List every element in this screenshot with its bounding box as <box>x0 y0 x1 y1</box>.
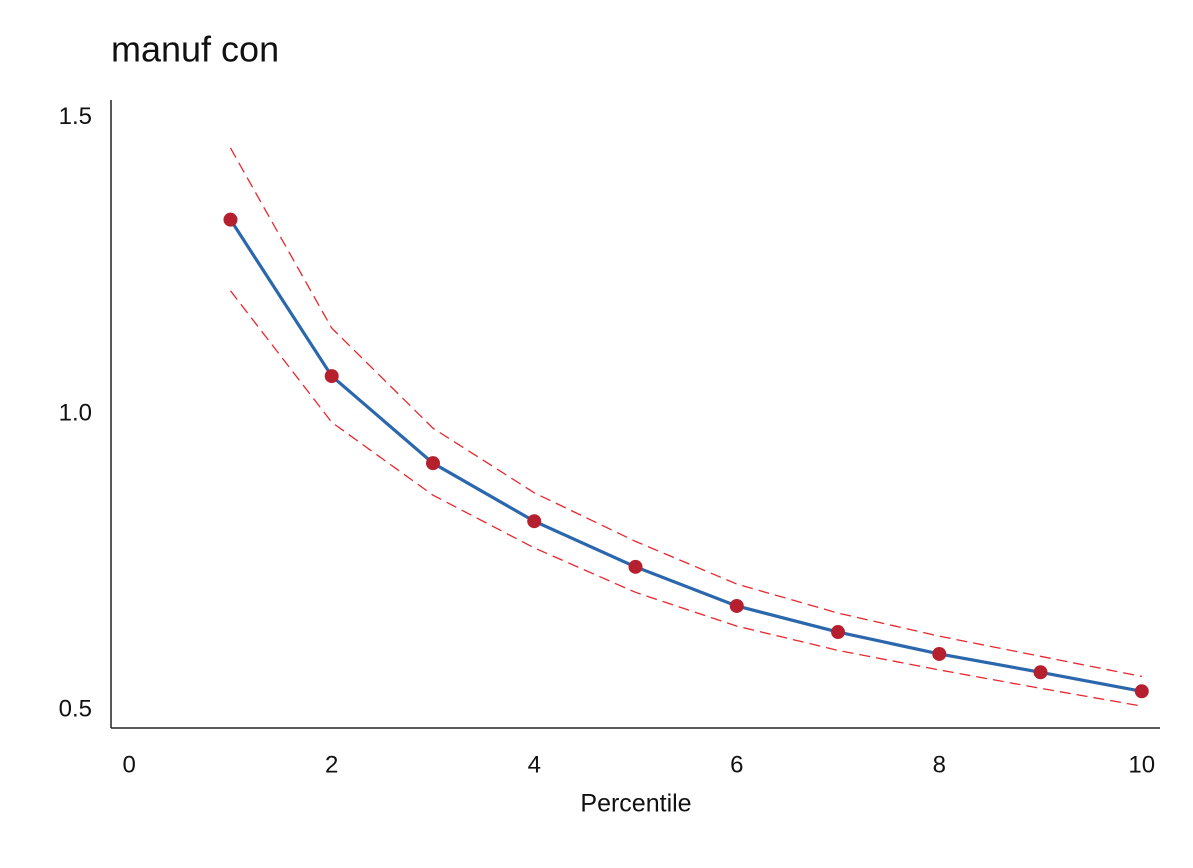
series-line <box>229 218 1143 693</box>
x-tick-label: 8 <box>933 751 946 778</box>
y-tick-label: 1.0 <box>59 399 92 426</box>
x-tick-label: 2 <box>325 751 338 778</box>
confidence-line <box>229 290 1142 707</box>
point <box>425 456 440 471</box>
x-tick-label: 10 <box>1128 751 1155 778</box>
point <box>1134 684 1149 699</box>
x-tick-label: 0 <box>123 751 136 778</box>
point <box>1033 665 1048 680</box>
point <box>831 625 846 640</box>
confidence-line <box>229 147 1142 678</box>
y-tick-label: 0.5 <box>59 696 92 723</box>
point <box>324 369 339 384</box>
point <box>628 559 643 574</box>
x-axis-label: Percentile <box>580 790 691 818</box>
chart-title: manuf con <box>111 29 279 70</box>
point <box>223 212 238 227</box>
point <box>932 646 947 661</box>
point <box>527 514 542 529</box>
y-tick-label: 1.5 <box>59 103 92 130</box>
point <box>729 598 744 613</box>
x-tick-label: 4 <box>528 751 541 778</box>
x-tick-label: 6 <box>730 751 743 778</box>
